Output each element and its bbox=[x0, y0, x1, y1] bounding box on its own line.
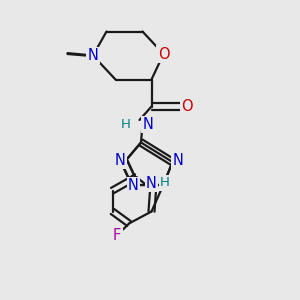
Text: N: N bbox=[128, 178, 139, 194]
Text: F: F bbox=[113, 228, 121, 243]
Text: O: O bbox=[158, 46, 169, 62]
Text: H: H bbox=[160, 176, 170, 190]
Text: N: N bbox=[146, 176, 157, 190]
Text: N: N bbox=[172, 153, 183, 168]
Text: N: N bbox=[88, 48, 98, 63]
Text: H: H bbox=[121, 118, 130, 131]
Text: N: N bbox=[115, 153, 125, 168]
Text: O: O bbox=[181, 99, 193, 114]
Text: N: N bbox=[142, 117, 153, 132]
